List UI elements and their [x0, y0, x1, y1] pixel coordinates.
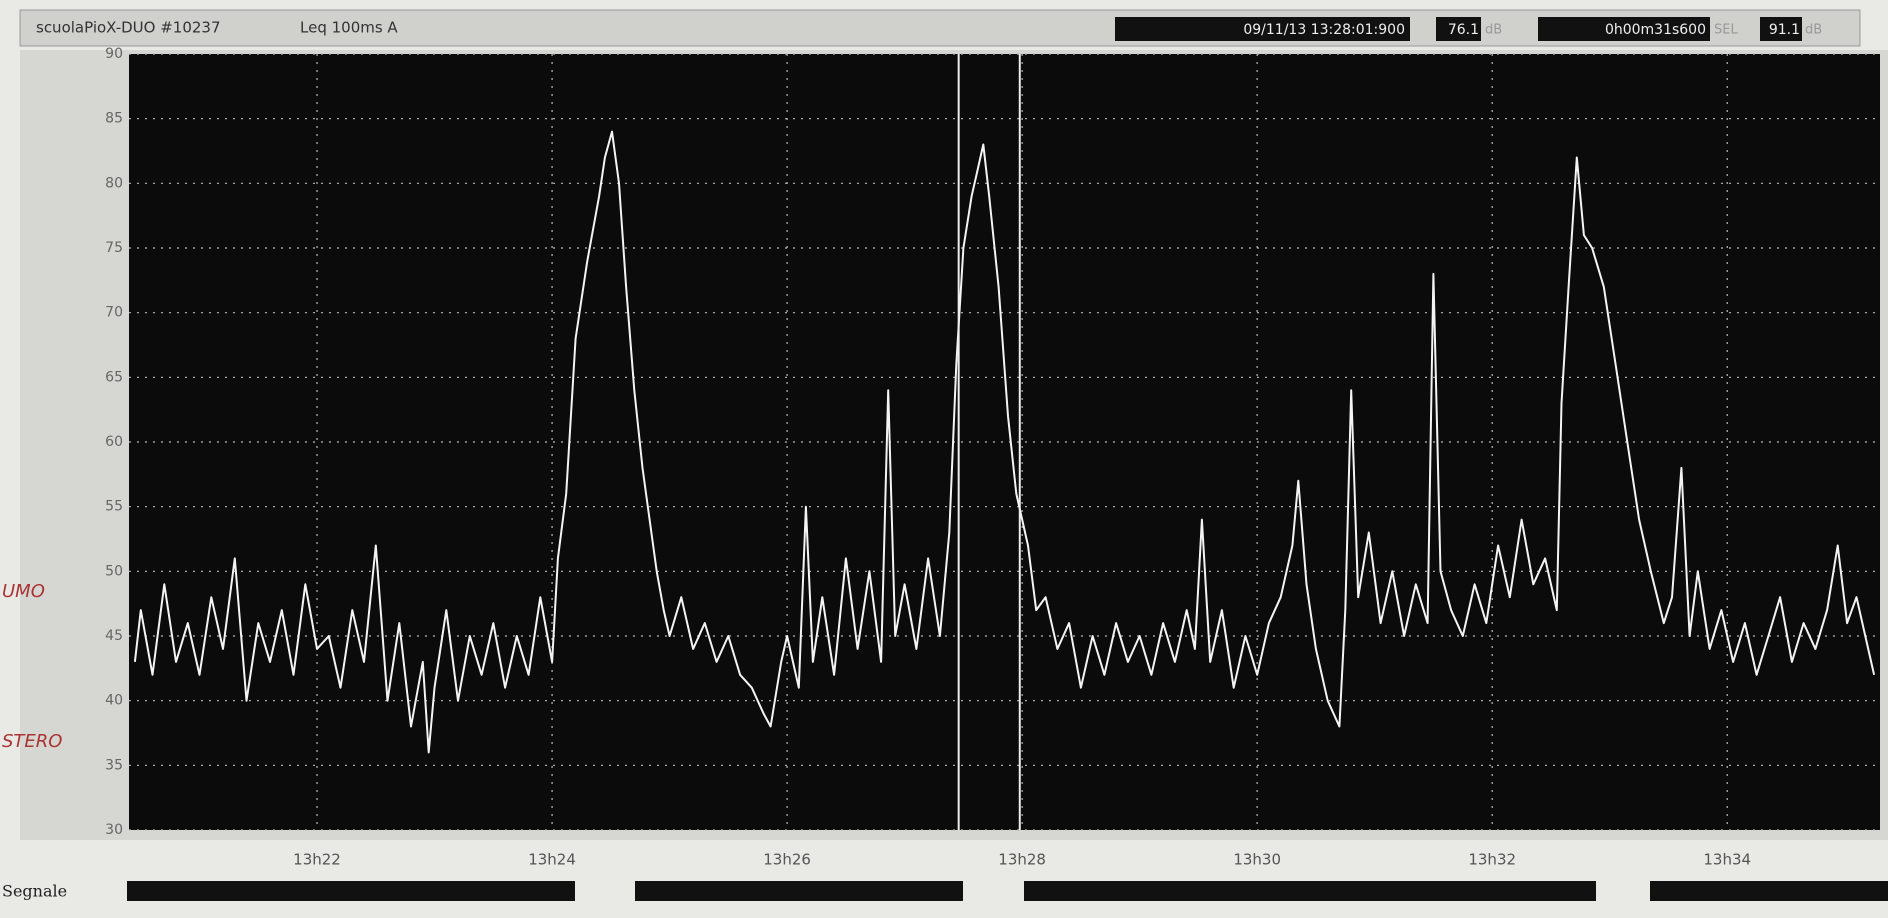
- y-tick-label: 35: [105, 757, 123, 773]
- y-tick-label: 40: [105, 693, 123, 709]
- handwritten-note: UMO: [2, 581, 45, 602]
- y-tick-label: 65: [105, 369, 123, 385]
- page: {"chart_data": { "type": "line", "title"…: [0, 0, 1888, 914]
- handwritten-note: STERO: [2, 731, 62, 752]
- signal-bar: [1024, 881, 1596, 901]
- measure-mode: Leq 100ms A: [300, 19, 398, 37]
- y-tick-label: 70: [105, 305, 123, 321]
- level-value: 76.1: [1448, 22, 1479, 38]
- y-tick-label: 75: [105, 240, 123, 256]
- x-tick-label: 13h32: [1468, 851, 1516, 869]
- y-tick-label: 55: [105, 499, 123, 515]
- chart: scuolaPioX-DUO #10237 Leq 100ms A 09/11/…: [0, 0, 1888, 914]
- y-tick-label: 45: [105, 628, 123, 644]
- x-tick-label: 13h34: [1703, 851, 1751, 869]
- duration: 0h00m31s600: [1605, 22, 1706, 38]
- y-tick-label: 50: [105, 563, 123, 579]
- y-tick-label: 60: [105, 434, 123, 450]
- signal-label: Segnale: [2, 882, 67, 901]
- signal-bar: [1650, 881, 1888, 901]
- x-tick-label: 13h24: [528, 851, 576, 869]
- signal-bar: [127, 881, 575, 901]
- sel-label: SEL: [1714, 23, 1738, 38]
- y-tick-label: 30: [105, 822, 123, 838]
- signal-bar: [635, 881, 963, 901]
- x-tick-label: 13h28: [998, 851, 1046, 869]
- sel-unit: dB: [1805, 23, 1822, 38]
- x-tick-label: 13h30: [1233, 851, 1281, 869]
- device-name: scuolaPioX-DUO #10237: [36, 19, 221, 37]
- y-tick-label: 85: [105, 111, 123, 127]
- y-tick-label: 90: [105, 46, 123, 62]
- cursor-time: 09/11/13 13:28:01:900: [1243, 22, 1405, 38]
- x-tick-label: 13h26: [763, 851, 811, 869]
- sel-value: 91.1: [1769, 22, 1800, 38]
- x-tick-label: 13h22: [293, 851, 341, 869]
- level-unit: dB: [1485, 23, 1502, 38]
- y-tick-label: 80: [105, 175, 123, 191]
